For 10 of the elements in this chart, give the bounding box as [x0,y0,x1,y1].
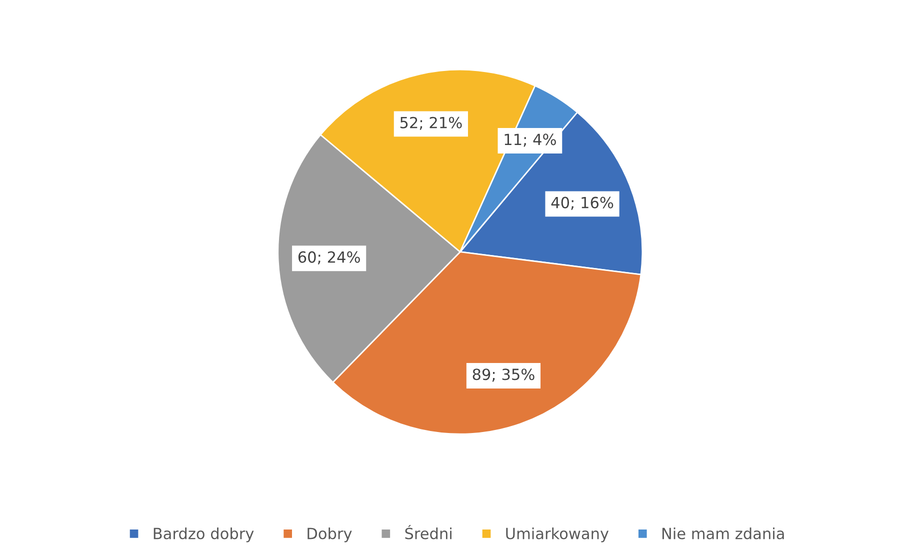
legend-label: Dobry [308,527,352,542]
legend-label: Nie mam zdania [662,527,784,540]
legend-label: Bardzo dobry [154,527,254,542]
data-label: 60; 24% [298,251,360,264]
data-label: 89; 35% [472,368,534,382]
legend-label: Średni [405,524,452,540]
legend-label: Umiarkowany [506,527,609,542]
data-label: 52; 21% [400,116,462,130]
data-label: 40; 16% [551,196,614,210]
data-label: 11; 4% [504,134,556,147]
